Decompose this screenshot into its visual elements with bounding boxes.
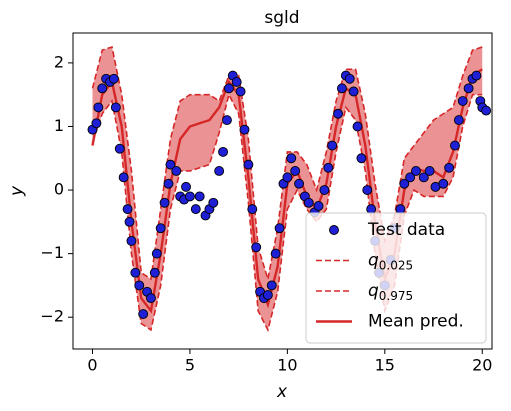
data-point <box>181 181 191 192</box>
data-point <box>235 86 246 97</box>
data-point <box>243 159 254 170</box>
y-tick-label: −2 <box>40 307 64 326</box>
data-point <box>313 200 324 211</box>
data-point <box>444 162 455 173</box>
data-point <box>214 166 225 176</box>
data-point <box>134 280 145 291</box>
data-point <box>218 146 229 157</box>
data-point <box>282 172 293 183</box>
data-point <box>155 223 166 234</box>
data-point <box>163 178 174 189</box>
data-point <box>223 83 234 94</box>
data-point <box>149 267 160 278</box>
data-point <box>190 204 201 215</box>
data-point <box>159 197 170 208</box>
data-point <box>399 178 410 189</box>
data-point <box>274 223 285 234</box>
data-point <box>97 83 108 94</box>
data-point <box>424 166 435 176</box>
x-tick-label: 15 <box>375 356 395 375</box>
data-point <box>348 86 359 97</box>
x-tick-label: 20 <box>472 356 492 375</box>
line <box>91 92 483 333</box>
data-point <box>184 191 195 202</box>
data-point <box>130 267 141 278</box>
legend-marker <box>329 225 339 235</box>
data-point <box>344 73 355 84</box>
data-point <box>336 83 347 94</box>
x-tick-label: 10 <box>277 356 297 375</box>
legend-label: Mean pred. <box>368 312 464 332</box>
data-point <box>457 96 468 106</box>
data-point <box>124 216 135 227</box>
data-point <box>247 204 258 215</box>
data-point <box>239 124 250 135</box>
data-point <box>138 309 149 319</box>
legend-label: q0.025 <box>368 251 413 273</box>
data-point <box>122 204 133 215</box>
data-point <box>323 162 334 173</box>
data-point <box>93 102 104 113</box>
data-point <box>405 172 416 183</box>
line <box>91 45 483 281</box>
legend-box <box>305 212 487 344</box>
data-point <box>194 191 205 202</box>
data-point <box>463 83 474 94</box>
data-point <box>303 197 314 208</box>
data-point <box>266 280 277 291</box>
data-point <box>327 140 338 151</box>
data-point <box>356 153 367 164</box>
data-point <box>251 242 262 253</box>
data-point <box>438 178 449 189</box>
y-axis-label: y <box>7 185 27 197</box>
data-point <box>114 143 125 154</box>
legend-label: Test data <box>367 220 445 240</box>
chart-title: sgld <box>264 8 299 28</box>
data-point <box>231 77 242 87</box>
data-point <box>471 70 482 81</box>
data-point <box>290 166 301 176</box>
x-tick-label: 5 <box>185 356 195 375</box>
data-point <box>91 118 102 129</box>
data-point <box>294 178 305 189</box>
y-tick-label: 2 <box>54 52 64 71</box>
data-point <box>286 153 297 164</box>
data-point <box>450 140 460 151</box>
data-point <box>453 115 464 126</box>
data-point <box>395 204 406 215</box>
data-point <box>352 121 363 132</box>
data-point <box>319 185 330 195</box>
axes-frame <box>72 32 493 350</box>
data-point <box>165 159 176 170</box>
data-point <box>126 235 137 246</box>
legend-label: q0.975 <box>368 281 413 303</box>
data-point <box>171 166 182 176</box>
data-point <box>418 172 429 183</box>
y-tick-label: −1 <box>40 243 64 262</box>
data-point <box>362 185 373 195</box>
data-point <box>262 290 273 300</box>
data-point <box>208 197 219 208</box>
data-point <box>110 102 121 113</box>
y-tick-label: 1 <box>54 116 64 135</box>
data-point <box>151 248 162 259</box>
data-point <box>108 73 119 84</box>
data-point <box>366 204 377 215</box>
y-tick-label: 0 <box>54 180 64 199</box>
data-point <box>222 115 232 126</box>
data-point <box>146 293 156 304</box>
data-point <box>411 166 421 176</box>
data-point <box>333 108 343 119</box>
x-axis-label: x <box>276 382 288 402</box>
x-tick-label: 0 <box>87 356 97 375</box>
data-point <box>270 248 281 259</box>
data-point <box>481 105 492 116</box>
data-point <box>118 172 129 183</box>
